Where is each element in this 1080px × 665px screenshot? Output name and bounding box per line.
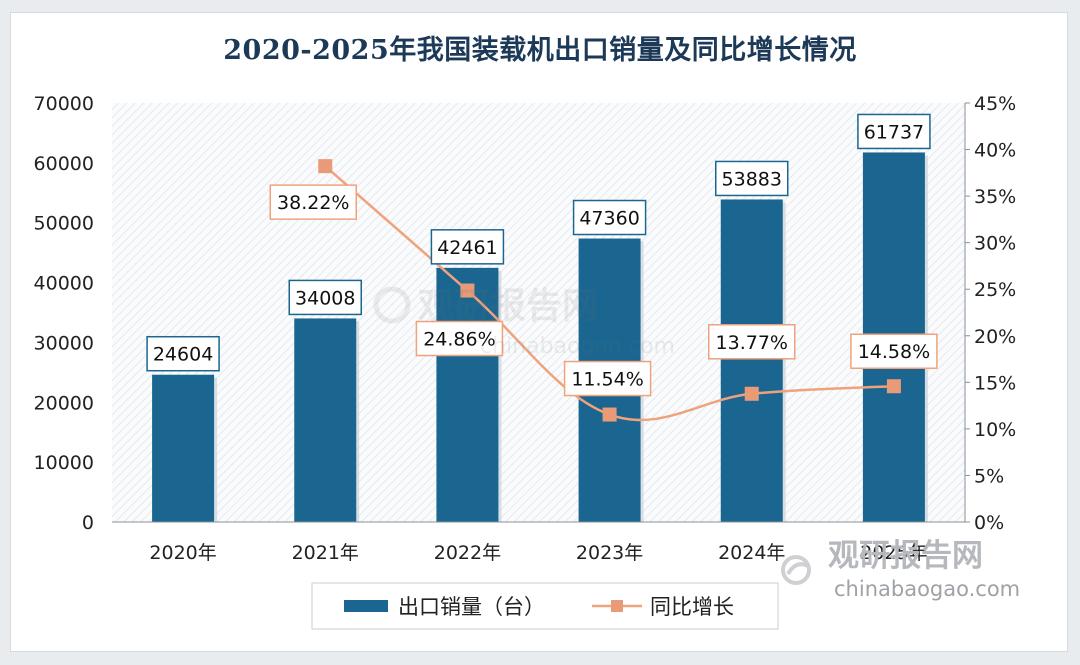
watermark-brand: 观研报告网 xyxy=(828,538,983,574)
legend-bar-swatch xyxy=(344,600,388,612)
x-tick-label: 2023年 xyxy=(576,542,643,564)
bar-data-label: 34008 xyxy=(295,287,355,309)
bar-data-label: 61737 xyxy=(864,121,924,143)
growth-marker xyxy=(744,386,759,401)
x-tick-label: 2021年 xyxy=(292,542,359,564)
right-tick-label: 5% xyxy=(974,465,1004,487)
watermark-logo-icon xyxy=(781,555,811,585)
bar-data-label-box xyxy=(430,229,505,265)
line-data-label-box xyxy=(415,320,504,357)
right-tick-label: 15% xyxy=(974,372,1016,394)
right-tick-label: 35% xyxy=(974,186,1016,208)
bar-data-label: 47360 xyxy=(579,208,639,230)
bar-data-label: 53883 xyxy=(722,168,782,190)
center-watermark-url: chinabaogao.com xyxy=(480,334,675,359)
bar xyxy=(720,199,783,523)
x-tick-label: 2024年 xyxy=(718,542,785,564)
legend: 出口销量（台） 同比增长 xyxy=(311,582,779,630)
growth-marker xyxy=(460,283,475,298)
line-data-label: 11.54% xyxy=(571,369,643,391)
plot-area xyxy=(112,103,965,522)
x-tick-label: 2020年 xyxy=(149,542,216,564)
x-tick-label: 2022年 xyxy=(434,542,501,564)
growth-marker xyxy=(602,407,617,422)
legend-box xyxy=(311,582,779,630)
growth-marker xyxy=(886,379,901,394)
center-watermark-brand: 观研报告网 xyxy=(418,286,598,327)
left-tick-label: 30000 xyxy=(34,332,94,354)
right-tick-label: 25% xyxy=(974,279,1016,301)
left-tick-label: 10000 xyxy=(34,452,94,474)
bar-data-label: 24604 xyxy=(153,344,213,366)
legend-bar-label: 出口销量（台） xyxy=(398,595,545,619)
watermark: 观研报告网 chinabaogao.com xyxy=(781,538,1020,601)
line-data-label-box xyxy=(850,333,938,369)
legend-line-marker xyxy=(611,600,623,612)
bar-data-label-box xyxy=(857,113,931,150)
left-tick-label: 60000 xyxy=(34,153,94,175)
x-tick-label: 2025年 xyxy=(860,542,927,564)
left-tick-label: 50000 xyxy=(34,213,94,235)
center-watermark: 观研报告网 chinabaogao.com xyxy=(373,286,675,359)
bar-data-label-box xyxy=(288,279,362,316)
bar-data-label-box xyxy=(715,160,789,197)
right-tick-label: 30% xyxy=(974,233,1016,255)
bar-data-label: 42461 xyxy=(437,237,497,259)
legend-line-label: 同比增长 xyxy=(650,595,734,619)
line-data-label-box xyxy=(563,360,652,397)
bar xyxy=(152,374,215,522)
growth-marker xyxy=(318,159,333,174)
right-tick-label: 45% xyxy=(974,93,1016,115)
right-tick-label: 10% xyxy=(974,419,1016,441)
center-watermark-logo-icon xyxy=(373,286,411,324)
line-data-label: 14.58% xyxy=(858,341,930,363)
bar xyxy=(294,318,357,522)
left-tick-label: 20000 xyxy=(34,392,94,414)
left-tick-label: 0 xyxy=(82,512,94,534)
line-data-label-box xyxy=(269,184,357,220)
line-data-label: 24.86% xyxy=(423,329,495,351)
line-data-label: 13.77% xyxy=(716,332,788,354)
right-tick-label: 40% xyxy=(974,140,1016,162)
left-tick-label: 40000 xyxy=(34,273,94,295)
left-tick-label: 70000 xyxy=(34,93,94,115)
watermark-url: chinabaogao.com xyxy=(834,577,1020,601)
bar-data-label-box xyxy=(146,335,220,372)
right-tick-label: 20% xyxy=(974,326,1016,348)
bar-data-label-box xyxy=(572,199,647,236)
right-tick-label: 0% xyxy=(974,512,1004,534)
line-data-label: 38.22% xyxy=(277,192,349,214)
line-data-label-box xyxy=(708,324,796,360)
chart-title: 2020-2025年我国装载机出口销量及同比增长情况 xyxy=(223,35,857,66)
